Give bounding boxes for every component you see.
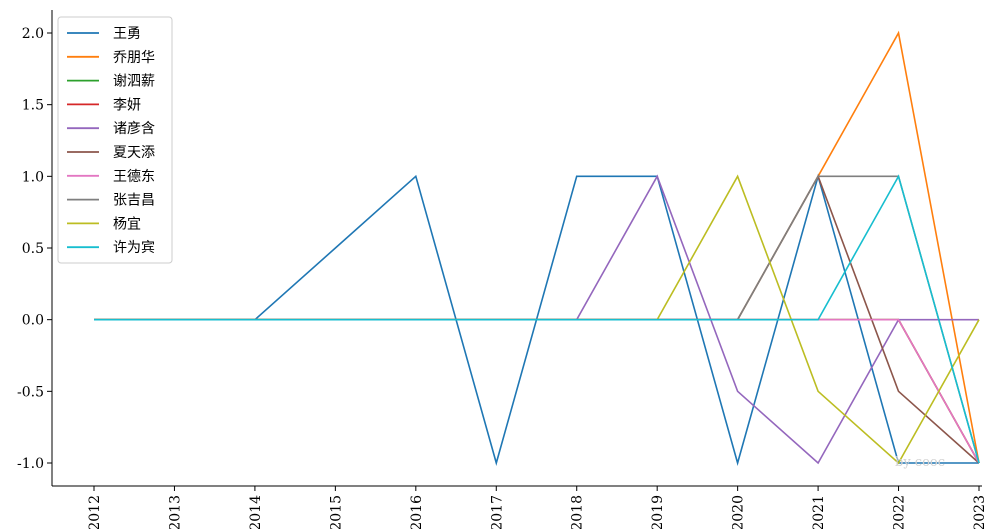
- y-tick-label: -0.5: [17, 384, 44, 400]
- x-tick-label: 2013: [167, 495, 183, 529]
- legend-label: 许为宾: [113, 240, 155, 256]
- x-tick-label: 2020: [731, 495, 747, 529]
- legend-label: 王勇: [113, 26, 141, 42]
- series-line-6: [94, 318, 980, 464]
- x-tick-label: 2019: [650, 495, 666, 529]
- x-tick-label: 2018: [570, 495, 586, 529]
- watermark: by cooc: [895, 455, 945, 470]
- legend-label: 杨宜: [113, 216, 141, 232]
- x-tick-label: 2023: [972, 495, 984, 529]
- x-tick-label: 2022: [892, 495, 908, 529]
- x-tick-label: 2014: [248, 495, 264, 529]
- x-tick-label: 2016: [409, 495, 425, 529]
- legend-label: 夏天添: [113, 145, 155, 161]
- y-tick-label: 1.5: [22, 98, 44, 114]
- y-tick-label: 2.0: [22, 26, 44, 42]
- legend-label: 谢泗薪: [113, 74, 155, 90]
- y-tick-label: 1.0: [22, 169, 44, 185]
- series-line-1: [94, 30, 980, 464]
- y-tick-label: 0.5: [22, 241, 44, 257]
- legend-label: 李妍: [113, 97, 141, 113]
- y-tick-label: -1.0: [17, 456, 44, 472]
- series-line-9: [94, 174, 980, 464]
- y-tick-label: 0.0: [22, 313, 44, 329]
- axes: 2.0 1.5 1.0 0.5 0.0 -0.5 -1.0 2012 2013 2014 2015 2…: [17, 10, 984, 529]
- x-tick-label: 2021: [811, 495, 827, 529]
- series-line-3: [94, 318, 980, 464]
- x-tick-label: 2015: [328, 495, 344, 529]
- series-layer: [94, 30, 980, 466]
- x-tick-label: 2012: [87, 495, 103, 529]
- legend-label: 乔朋华: [113, 50, 155, 66]
- legend-frame: [57, 16, 173, 264]
- legend-label: 王德东: [113, 169, 155, 185]
- legend-label: 张吉昌: [113, 193, 155, 209]
- series-line-2: [94, 318, 980, 464]
- x-tick-label: 2017: [489, 495, 505, 529]
- legend-label: 诸彦含: [113, 121, 155, 137]
